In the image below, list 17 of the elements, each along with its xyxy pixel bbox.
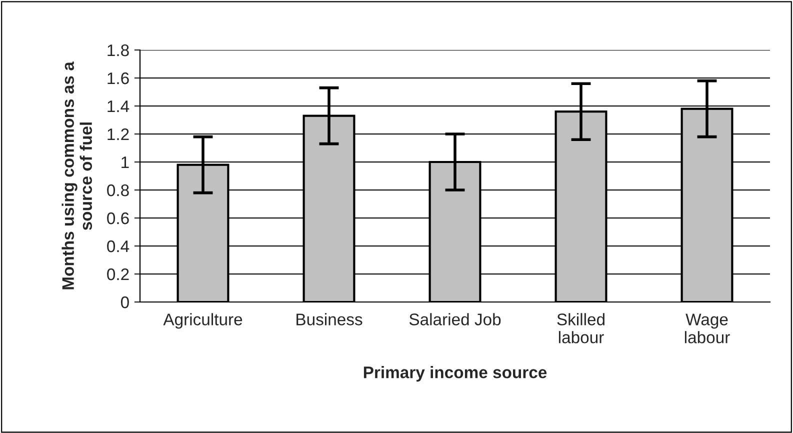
y-tick-label: 0.2 — [107, 268, 129, 280]
y-tick-label: 1.2 — [108, 128, 129, 140]
y-tick-label: 1.8 — [108, 44, 129, 56]
x-tick-label: Business — [296, 313, 362, 326]
y-tick-label: 0.6 — [107, 212, 129, 224]
y-tick-label: 1.6 — [108, 72, 129, 84]
x-tick-label: Skilled labour — [557, 313, 604, 344]
y-tick-label: 0 — [120, 296, 129, 308]
y-tick-label: 0.4 — [107, 240, 130, 252]
y-tick-label: 1.4 — [108, 100, 130, 112]
x-tick-label: Wage labour — [684, 314, 730, 344]
x-axis-title: Primary income source — [364, 366, 547, 382]
x-tick-label: Salaried Job — [409, 313, 501, 326]
y-axis-title: Months using commons as a source of fuel — [62, 62, 92, 290]
x-tick-label: Agriculture — [163, 313, 242, 329]
y-tick-label: 0.8 — [107, 184, 129, 196]
y-tick-label: 1 — [122, 156, 129, 168]
